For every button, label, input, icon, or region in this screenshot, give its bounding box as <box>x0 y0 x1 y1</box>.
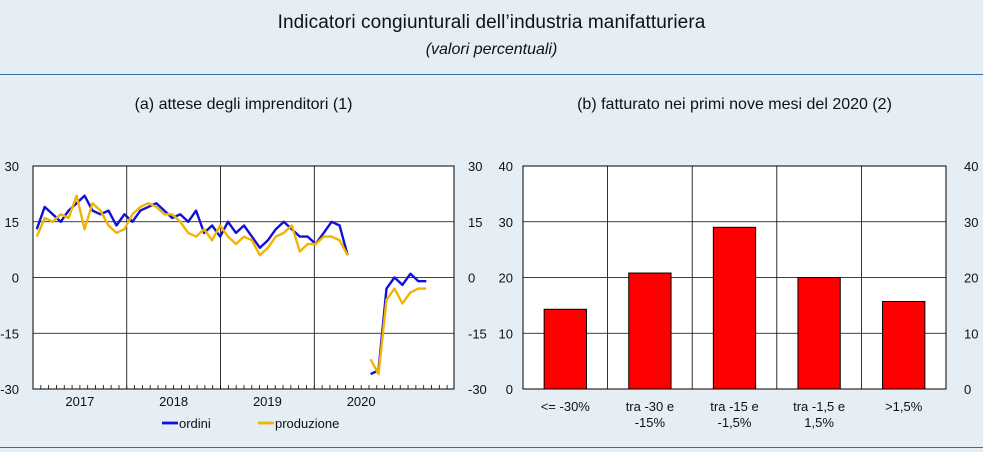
panel-a-year-label: 2018 <box>159 394 188 409</box>
bar <box>797 277 841 390</box>
panel-b-category-label: -15% <box>635 415 666 430</box>
series-line-produzione <box>369 287 427 376</box>
chart-main-title: Indicatori congiunturali dell’industria … <box>277 12 706 33</box>
panel-b-category-label: tra -30 e <box>626 399 674 414</box>
panel-a-left-ytick: 0 <box>12 271 19 286</box>
panel-a-left-ytick: -15 <box>0 326 19 341</box>
panel-b-right-ytick: 0 <box>964 382 971 397</box>
panel-b-category-label: 1,5% <box>804 415 834 430</box>
panel-b-left-ytick: 20 <box>499 271 513 286</box>
bar <box>628 272 672 390</box>
series-line-ordini <box>35 194 349 256</box>
panel-b-right-ytick: 10 <box>964 326 978 341</box>
bar <box>882 300 926 390</box>
panel-a-right-ytick: 15 <box>468 215 482 230</box>
panel-b-category-label: tra -15 e <box>710 399 758 414</box>
panel-a-year-label: 2019 <box>253 394 282 409</box>
panel-a-frame <box>32 165 455 390</box>
panel-b-right-ytick: 20 <box>964 271 978 286</box>
bar <box>543 308 587 390</box>
panel-b-category-label: <= -30% <box>541 399 591 414</box>
panel-b-category-label: -1,5% <box>718 415 752 430</box>
panel-a-right-ytick: -15 <box>468 326 487 341</box>
legend-label-ordini: ordini <box>179 416 211 431</box>
panel-a-title: (a) attese degli imprenditori (1) <box>135 96 353 113</box>
panel-b-title: (b) fatturato nei primi nove mesi del 20… <box>577 96 892 113</box>
bar <box>712 226 757 390</box>
panel-a-left-ytick: -30 <box>0 382 19 397</box>
panel-b-left-ytick: 40 <box>499 159 513 174</box>
panel-b-left-ytick: 10 <box>499 326 513 341</box>
panel-b-left-ytick: 0 <box>506 382 513 397</box>
panel-b-right-ytick: 30 <box>964 215 978 230</box>
legend-label-produzione: produzione <box>275 416 339 431</box>
panel-b-category-label: tra -1,5 e <box>793 399 845 414</box>
panel-a-right-ytick: -30 <box>468 382 487 397</box>
panel-a-left-ytick: 15 <box>5 215 19 230</box>
panel-b-left-ytick: 30 <box>499 215 513 230</box>
panel-a-year-label: 2017 <box>65 394 94 409</box>
panel-a-right-ytick: 30 <box>468 159 482 174</box>
panel-a-year-label: 2020 <box>347 394 376 409</box>
panel-b-right-ytick: 40 <box>964 159 978 174</box>
bottom-divider <box>0 447 983 448</box>
panel-b-category-label: >1,5% <box>885 399 923 414</box>
panel-a-left-ytick: 30 <box>5 159 19 174</box>
series-line-produzione <box>35 194 349 257</box>
top-divider <box>0 74 983 75</box>
chart-subtitle: (valori percentuali) <box>425 41 558 58</box>
panel-b-frame <box>522 165 947 390</box>
panel-a-right-ytick: 0 <box>468 271 475 286</box>
